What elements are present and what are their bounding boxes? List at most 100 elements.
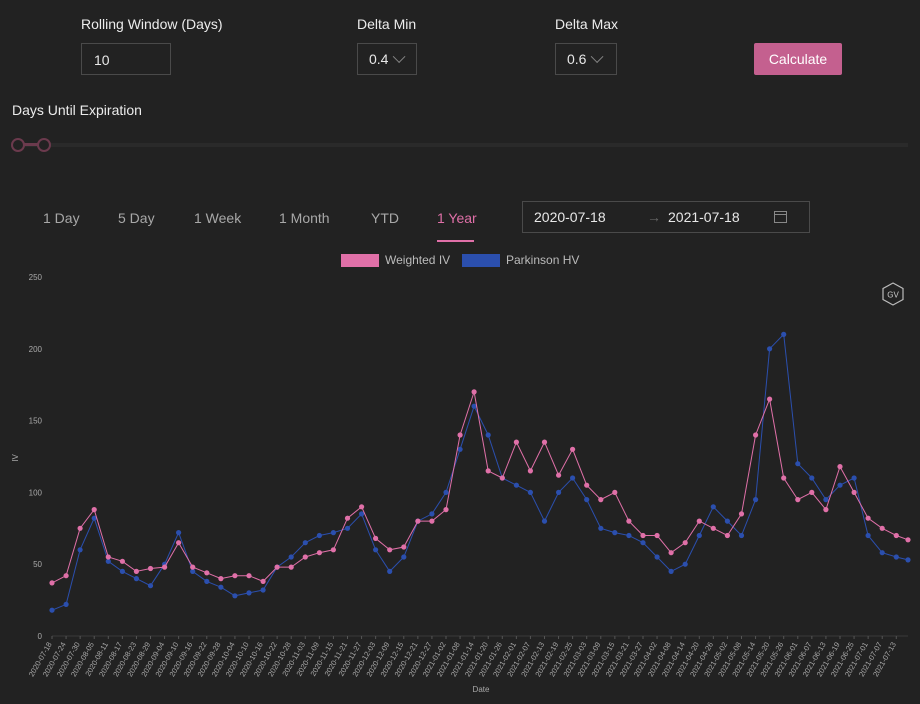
data-point-parkinson-hv	[513, 482, 520, 488]
data-point-weighted-iv	[527, 468, 534, 474]
rolling-window-value: 10	[94, 52, 110, 68]
legend-item-hv[interactable]: Parkinson HV	[462, 253, 579, 267]
data-point-parkinson-hv	[668, 568, 674, 574]
data-point-parkinson-hv	[556, 489, 562, 495]
delta-max-select[interactable]: 0.6	[555, 43, 617, 75]
tab-1-day[interactable]: 1 Day	[43, 210, 80, 226]
data-point-weighted-iv	[499, 475, 505, 481]
data-point-weighted-iv	[288, 564, 294, 570]
data-point-parkinson-hv	[795, 461, 801, 467]
tab-ytd[interactable]: YTD	[371, 210, 399, 226]
gv-badge-icon[interactable]: GV	[881, 282, 905, 306]
data-point-parkinson-hv	[851, 475, 857, 481]
data-point-parkinson-hv	[584, 497, 590, 503]
data-point-weighted-iv	[260, 578, 266, 584]
data-point-parkinson-hv	[682, 561, 688, 567]
data-point-weighted-iv	[302, 554, 308, 560]
data-point-weighted-iv	[401, 544, 407, 550]
data-point-weighted-iv	[485, 468, 491, 474]
chevron-down-icon	[393, 49, 406, 63]
data-point-parkinson-hv	[344, 525, 351, 531]
data-point-parkinson-hv	[457, 446, 463, 452]
data-point-parkinson-hv	[696, 532, 702, 539]
legend-swatch-iv	[341, 253, 379, 267]
delta-max-label: Delta Max	[555, 16, 619, 32]
data-point-weighted-iv	[809, 489, 815, 495]
data-point-parkinson-hv	[204, 578, 210, 584]
delta-max-value: 0.6	[567, 51, 587, 67]
tab-1-year[interactable]: 1 Year	[437, 210, 477, 226]
data-point-weighted-iv	[415, 518, 421, 524]
tab-5-day[interactable]: 5 Day	[118, 210, 155, 226]
data-point-parkinson-hv	[105, 558, 111, 564]
data-point-parkinson-hv	[612, 530, 618, 536]
calendar-icon[interactable]	[774, 211, 787, 223]
chevron-down-icon	[591, 49, 604, 63]
rolling-window-label: Rolling Window (Days)	[81, 16, 223, 32]
date-start[interactable]: 2020-07-18	[534, 209, 606, 225]
data-point-weighted-iv	[77, 525, 83, 531]
legend-swatch-hv	[462, 253, 500, 267]
gv-badge-text: GV	[887, 291, 899, 300]
data-point-parkinson-hv	[626, 532, 632, 539]
data-point-weighted-iv	[246, 573, 252, 579]
data-point-weighted-iv	[626, 518, 632, 524]
data-point-parkinson-hv	[119, 568, 125, 574]
data-point-parkinson-hv	[837, 482, 843, 488]
data-point-weighted-iv	[344, 515, 351, 521]
tab-1-week[interactable]: 1 Week	[194, 210, 242, 226]
y-tick-label: 0	[38, 632, 43, 641]
data-point-parkinson-hv	[541, 518, 548, 524]
y-axis-label: IV	[11, 454, 20, 462]
data-point-parkinson-hv	[781, 331, 787, 337]
slider-track[interactable]	[12, 143, 908, 147]
data-point-parkinson-hv	[387, 568, 393, 574]
tab-1-month[interactable]: 1 Month	[279, 210, 330, 226]
data-point-parkinson-hv	[77, 547, 83, 553]
data-point-parkinson-hv	[640, 540, 646, 546]
data-point-weighted-iv	[49, 580, 55, 586]
data-point-weighted-iv	[724, 532, 731, 539]
calculate-button[interactable]: Calculate	[754, 43, 842, 75]
x-axis-label: Date	[473, 685, 490, 694]
data-point-weighted-iv	[654, 532, 660, 539]
slider-range	[18, 143, 44, 146]
data-point-parkinson-hv	[133, 576, 139, 582]
arrow-right-icon: →	[647, 209, 661, 225]
delta-min-select[interactable]: 0.4	[357, 43, 417, 75]
data-point-weighted-iv	[598, 497, 604, 503]
data-point-parkinson-hv	[527, 489, 534, 495]
data-point-weighted-iv	[105, 554, 111, 560]
data-point-parkinson-hv	[316, 532, 322, 539]
data-point-parkinson-hv	[598, 525, 604, 531]
data-point-weighted-iv	[851, 489, 857, 495]
rolling-window-input[interactable]: 10	[81, 43, 171, 75]
data-point-weighted-iv	[865, 515, 871, 521]
delta-min-label: Delta Min	[357, 16, 417, 32]
y-tick-label: 200	[29, 345, 43, 354]
data-point-weighted-iv	[570, 446, 576, 452]
data-point-weighted-iv	[443, 507, 449, 513]
data-point-weighted-iv	[373, 535, 379, 541]
data-point-parkinson-hv	[232, 593, 238, 599]
data-point-weighted-iv	[738, 511, 745, 517]
data-point-weighted-iv	[682, 540, 688, 546]
data-point-weighted-iv	[513, 439, 520, 445]
delta-min-value: 0.4	[369, 51, 389, 67]
data-point-weighted-iv	[753, 432, 759, 438]
series-line-weighted-iv	[51, 391, 909, 584]
data-point-weighted-iv	[795, 497, 801, 503]
data-point-parkinson-hv	[654, 554, 660, 560]
data-point-weighted-iv	[640, 532, 646, 539]
data-point-parkinson-hv	[570, 475, 576, 481]
date-range-picker[interactable]: 2020-07-18 → 2021-07-18	[522, 201, 810, 233]
data-point-weighted-iv	[781, 475, 787, 481]
data-point-weighted-iv	[274, 564, 280, 570]
legend-item-iv[interactable]: Weighted IV	[341, 253, 450, 267]
slider-handle-min[interactable]	[11, 138, 25, 152]
slider-handle-max[interactable]	[37, 138, 51, 152]
date-end[interactable]: 2021-07-18	[668, 209, 740, 225]
data-point-weighted-iv	[471, 389, 477, 395]
data-point-parkinson-hv	[246, 590, 252, 596]
data-point-parkinson-hv	[905, 557, 911, 563]
